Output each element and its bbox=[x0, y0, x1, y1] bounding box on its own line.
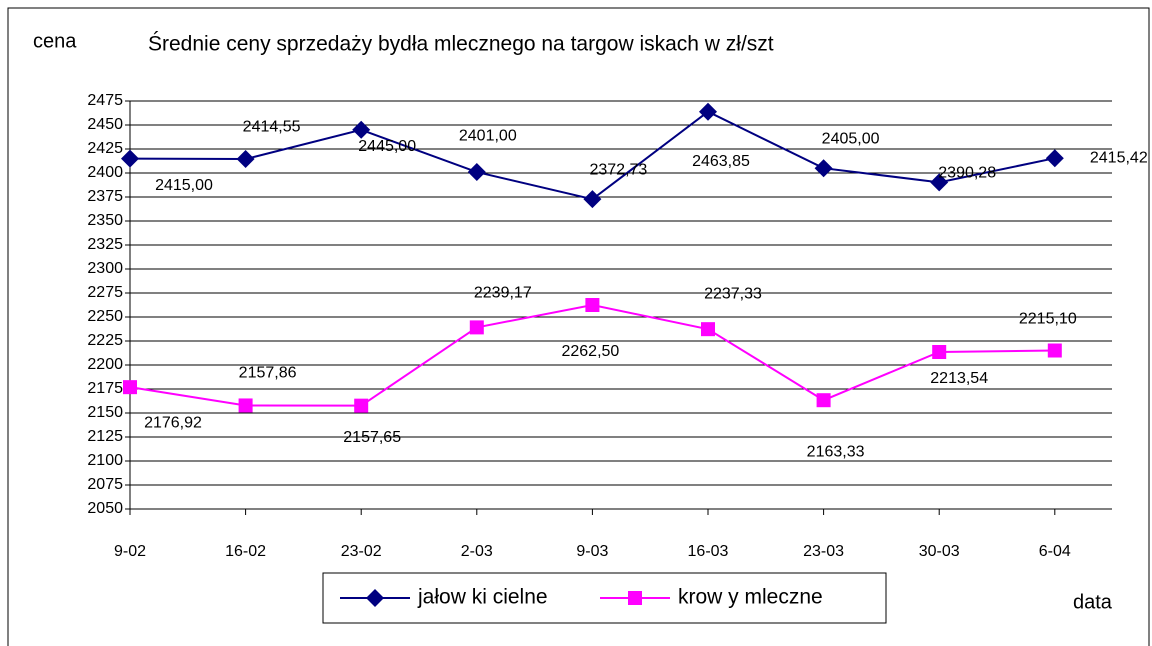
data-point bbox=[354, 398, 369, 413]
y-tick-label: 2475 bbox=[87, 92, 123, 109]
y-tick-label: 2450 bbox=[87, 116, 123, 133]
data-point bbox=[583, 190, 602, 209]
data-label: 2157,65 bbox=[343, 429, 401, 446]
x-axis-label: data bbox=[1073, 591, 1113, 613]
data-label: 2262,50 bbox=[561, 343, 619, 360]
data-point bbox=[932, 345, 947, 360]
data-label: 2414,55 bbox=[243, 118, 301, 135]
legend-marker bbox=[628, 591, 642, 605]
x-tick-label: 9-03 bbox=[576, 543, 608, 560]
x-tick-label: 9-02 bbox=[114, 543, 146, 560]
y-tick-label: 2150 bbox=[87, 404, 123, 421]
data-point bbox=[469, 320, 484, 335]
data-label: 2445,00 bbox=[358, 138, 416, 155]
data-label: 2215,10 bbox=[1019, 311, 1077, 328]
y-tick-label: 2175 bbox=[87, 380, 123, 397]
data-label: 2463,85 bbox=[692, 153, 750, 170]
data-point bbox=[585, 298, 600, 312]
x-tick-label: 6-04 bbox=[1039, 543, 1071, 560]
data-point bbox=[1047, 343, 1062, 358]
data-point bbox=[121, 149, 139, 168]
y-tick-label: 2275 bbox=[87, 284, 123, 301]
y-tick-label: 2225 bbox=[87, 332, 123, 349]
x-tick-label: 2-03 bbox=[461, 543, 493, 560]
data-label: 2237,33 bbox=[704, 285, 762, 302]
y-tick-label: 2425 bbox=[87, 140, 123, 157]
x-tick-label: 30-03 bbox=[919, 543, 960, 560]
data-point bbox=[238, 398, 253, 413]
data-point bbox=[814, 159, 833, 178]
data-point bbox=[467, 163, 486, 182]
data-point bbox=[236, 150, 255, 169]
data-label: 2157,86 bbox=[239, 365, 297, 382]
data-label: 2239,17 bbox=[474, 285, 532, 302]
legend-label: krow y mleczne bbox=[678, 586, 823, 609]
y-tick-label: 2100 bbox=[87, 452, 123, 469]
data-label: 2415,00 bbox=[155, 177, 213, 194]
data-point bbox=[1045, 149, 1064, 168]
legend-marker bbox=[366, 589, 384, 607]
y-tick-label: 2250 bbox=[87, 308, 123, 325]
y-tick-label: 2300 bbox=[87, 260, 123, 277]
chart-frame bbox=[7, 7, 1150, 646]
x-tick-label: 16-02 bbox=[225, 543, 266, 560]
data-label: 2405,00 bbox=[822, 130, 880, 147]
x-tick-label: 23-02 bbox=[341, 543, 382, 560]
data-label: 2390,28 bbox=[938, 165, 996, 182]
y-tick-label: 2400 bbox=[87, 164, 123, 181]
data-label: 2176,92 bbox=[144, 414, 202, 431]
y-tick-label: 2075 bbox=[87, 476, 123, 493]
data-point bbox=[701, 322, 715, 337]
y-tick-label: 2325 bbox=[87, 236, 123, 253]
y-tick-label: 2200 bbox=[87, 356, 123, 373]
legend-label: jałow ki cielne bbox=[417, 586, 548, 609]
data-point bbox=[123, 380, 137, 395]
data-point bbox=[816, 393, 831, 408]
y-tick-label: 2350 bbox=[87, 212, 123, 229]
y-tick-label: 2050 bbox=[87, 500, 123, 517]
data-label: 2213,54 bbox=[930, 370, 988, 387]
y-tick-label: 2375 bbox=[87, 188, 123, 205]
data-label: 2415,42 bbox=[1090, 149, 1148, 166]
y-tick-label: 2125 bbox=[87, 428, 123, 445]
data-point bbox=[699, 102, 717, 121]
data-point bbox=[930, 173, 949, 192]
data-label: 2163,33 bbox=[807, 443, 865, 460]
y-axis-label: cena bbox=[33, 30, 77, 52]
x-tick-label: 16-03 bbox=[688, 543, 729, 560]
x-tick-label: 23-03 bbox=[803, 543, 844, 560]
chart-title: Średnie ceny sprzedaży bydła mlecznego n… bbox=[148, 32, 774, 56]
data-point bbox=[352, 120, 371, 139]
data-label: 2401,00 bbox=[459, 127, 517, 144]
data-label: 2372,73 bbox=[589, 161, 647, 178]
